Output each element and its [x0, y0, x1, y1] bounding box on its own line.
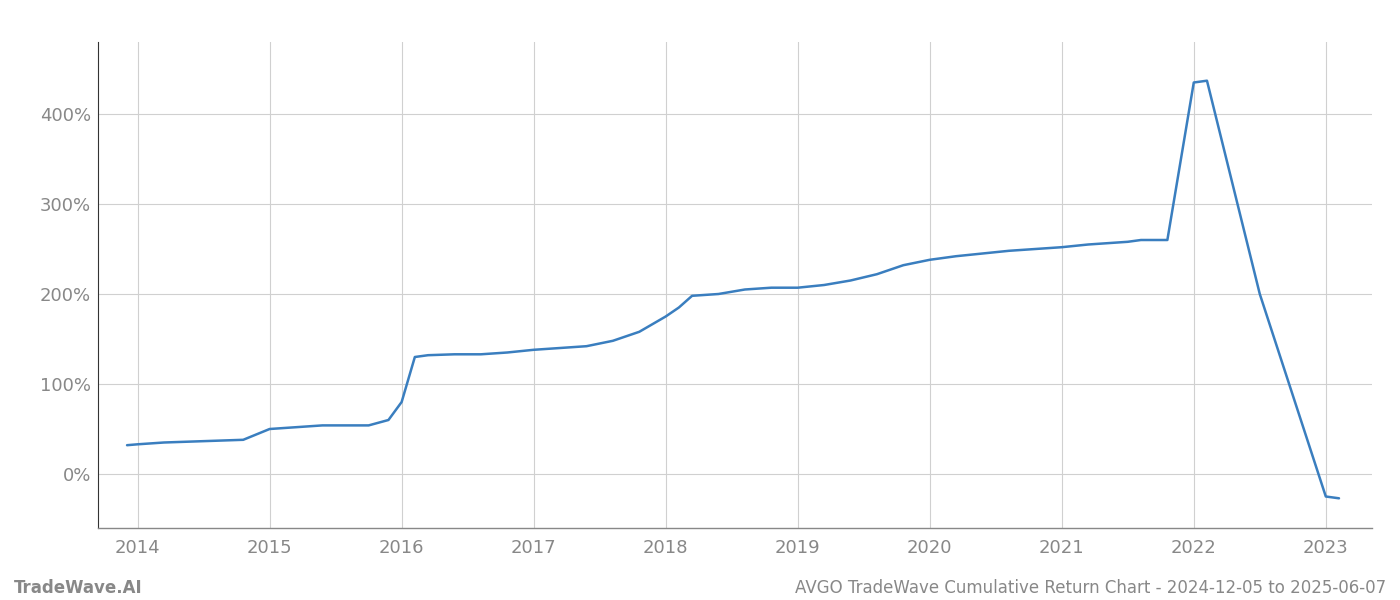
Text: AVGO TradeWave Cumulative Return Chart - 2024-12-05 to 2025-06-07: AVGO TradeWave Cumulative Return Chart -…	[795, 579, 1386, 597]
Text: TradeWave.AI: TradeWave.AI	[14, 579, 143, 597]
